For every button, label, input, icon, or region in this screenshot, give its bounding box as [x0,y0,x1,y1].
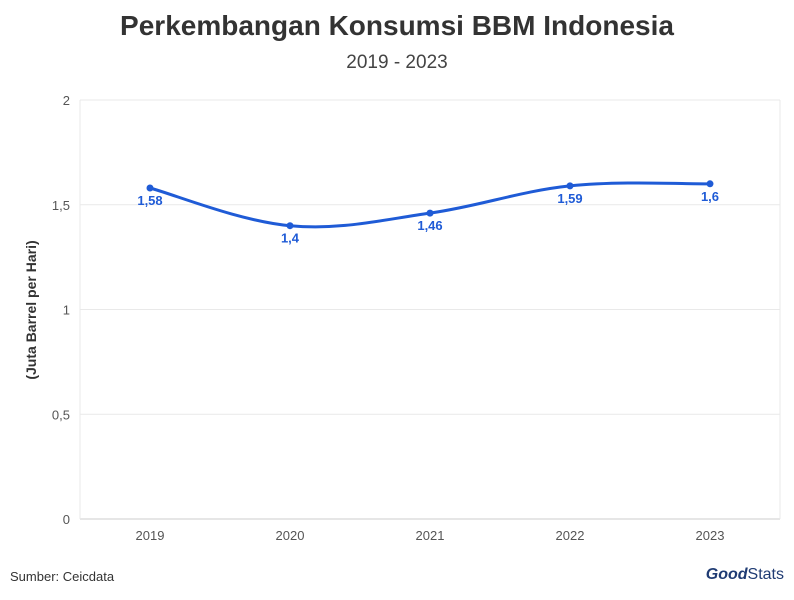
data-label: 1,6 [701,189,719,204]
y-axis-label: (Juta Barrel per Hari) [23,240,39,379]
data-point [706,180,714,188]
y-tick-label: 0 [63,512,70,527]
data-label: 1,59 [557,191,582,206]
chart-subtitle: 2019 - 2023 [346,52,448,73]
x-tick-label: 2019 [136,528,165,543]
data-point [146,184,154,192]
y-tick-label: 0,5 [52,407,70,422]
grid-lines [79,99,781,520]
logo-stats-text: Stats [747,566,784,583]
y-tick-label: 1,5 [52,198,70,213]
x-tick-label: 2020 [276,528,305,543]
logo-good-text: Good [705,566,748,583]
goodstats-logo: GoodStats [706,566,784,584]
data-points [146,180,714,230]
x-axis-ticks: 2019 2020 2021 2022 2023 [136,528,725,543]
y-tick-label: 1 [63,303,70,318]
x-tick-label: 2022 [556,528,585,543]
y-axis-ticks: 0 0,5 1 1,5 2 [52,93,70,527]
data-label: 1,58 [137,193,162,208]
data-label: 1,4 [281,231,300,246]
source-note: Sumber: Ceicdata [10,569,115,584]
x-tick-label: 2023 [696,528,725,543]
data-point [566,182,574,190]
data-point [286,222,294,230]
data-point [426,209,434,217]
data-labels: 1,58 1,4 1,46 1,59 1,6 [137,189,719,246]
y-tick-label: 2 [63,93,70,108]
data-label: 1,46 [417,218,442,233]
x-tick-label: 2021 [416,528,445,543]
chart-title: Perkembangan Konsumsi BBM Indonesia [120,10,674,41]
